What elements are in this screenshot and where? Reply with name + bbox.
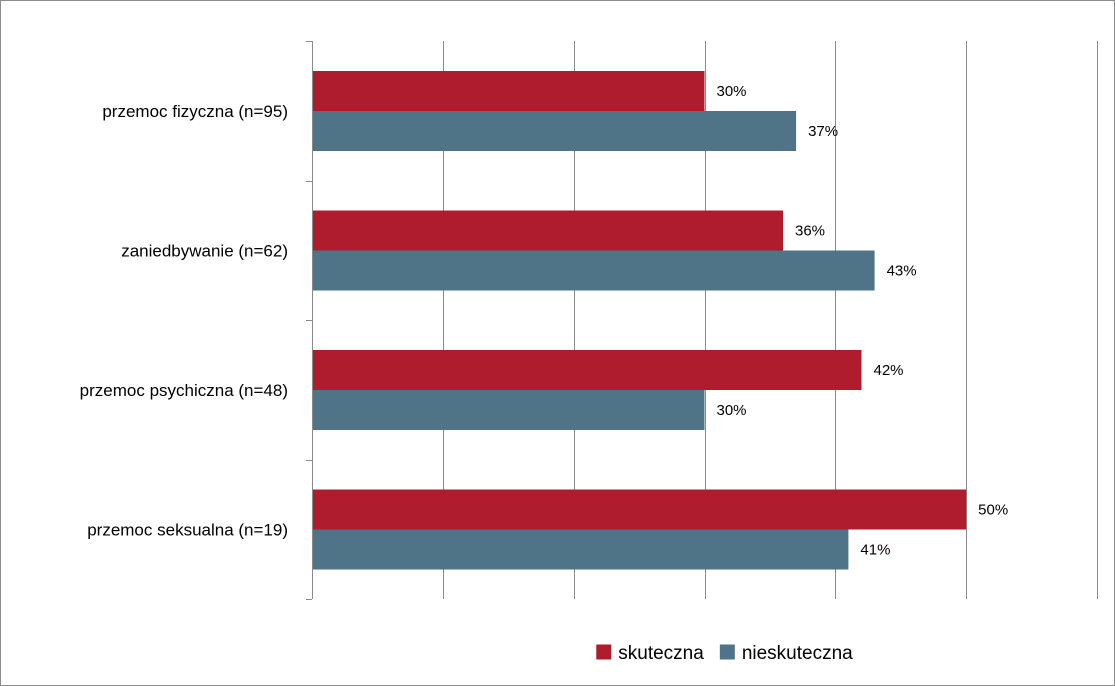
data-label: 42% <box>874 362 904 379</box>
category-label: przemoc fizyczna (n=95) <box>102 102 288 121</box>
data-label: 36% <box>795 223 825 240</box>
legend-item-skuteczna: skuteczna <box>596 643 704 664</box>
category-label: zaniedbywanie (n=62) <box>121 241 288 260</box>
legend-item-nieskuteczna: nieskuteczna <box>719 643 853 664</box>
bar-nieskuteczna-4 <box>313 529 849 570</box>
bar-skuteczna-3 <box>313 350 862 390</box>
category-label: przemoc seksualna (n=19) <box>87 520 288 539</box>
data-label: 50% <box>978 502 1008 519</box>
category-label: przemoc psychiczna (n=48) <box>80 381 288 400</box>
bar-nieskuteczna-2 <box>313 250 875 291</box>
bars <box>313 71 967 570</box>
data-labels: 30% 37% 36% 43% 42% 30% 50% 41% <box>717 83 1009 559</box>
legend-swatch <box>596 644 612 660</box>
data-label: 37% <box>808 123 838 140</box>
legend-swatch <box>719 644 735 660</box>
data-label: 30% <box>717 83 747 100</box>
bar-nieskuteczna-3 <box>313 390 705 430</box>
legend-label: skuteczna <box>618 643 704 664</box>
category-labels: przemoc fizyczna (n=95) zaniedbywanie (n=… <box>80 102 288 540</box>
data-label: 43% <box>887 263 917 280</box>
category-axis <box>306 41 313 600</box>
legend: skuteczna nieskuteczna <box>596 643 853 664</box>
data-label: 30% <box>717 402 747 419</box>
bar-skuteczna-4 <box>313 489 967 530</box>
bar-skuteczna-1 <box>313 71 705 111</box>
bar-nieskuteczna-1 <box>313 111 797 151</box>
data-label: 41% <box>860 542 890 559</box>
bar-skuteczna-2 <box>313 210 783 251</box>
legend-label: nieskuteczna <box>742 643 853 664</box>
